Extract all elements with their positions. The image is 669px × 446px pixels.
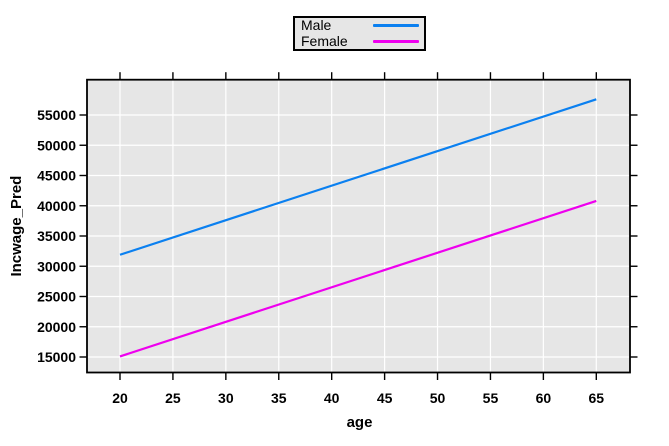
x-tick-label: 35: [271, 390, 287, 406]
x-tick-label: 50: [430, 390, 446, 406]
panel-background: [87, 79, 630, 373]
series-line-female: [119, 199, 597, 358]
y-tick-label: 20000: [37, 319, 76, 335]
y-tick-label: 45000: [37, 168, 76, 184]
female-line-swatch: [373, 39, 419, 43]
legend: Male Female: [293, 16, 426, 51]
x-tick-label: 20: [112, 390, 128, 406]
y-tick-label: 15000: [37, 349, 76, 365]
x-tick-label: 30: [218, 390, 234, 406]
y-axis-label: Incwage_Pred: [8, 176, 25, 277]
male-line-swatch: [373, 24, 419, 28]
y-tick-label: 25000: [37, 289, 76, 305]
x-tick-label: 60: [536, 390, 552, 406]
x-tick-label: 40: [324, 390, 340, 406]
legend-label-female: Female: [301, 32, 348, 49]
legend-item-female: Female: [295, 32, 424, 49]
series-line-male: [119, 98, 597, 256]
x-tick-label: 45: [377, 390, 393, 406]
legend-label-male: Male: [301, 17, 332, 34]
x-axis-label: age: [347, 414, 373, 431]
x-tick-label: 55: [483, 390, 499, 406]
y-tick-label: 40000: [37, 198, 76, 214]
x-tick-label: 65: [589, 390, 605, 406]
y-tick-label: 30000: [37, 258, 76, 274]
y-tick-label: 55000: [37, 107, 76, 123]
legend-item-male: Male: [295, 18, 424, 33]
y-tick-label: 50000: [37, 137, 76, 153]
panel-border: [86, 78, 631, 374]
y-tick-label: 35000: [37, 228, 76, 244]
x-tick-label: 25: [165, 390, 181, 406]
